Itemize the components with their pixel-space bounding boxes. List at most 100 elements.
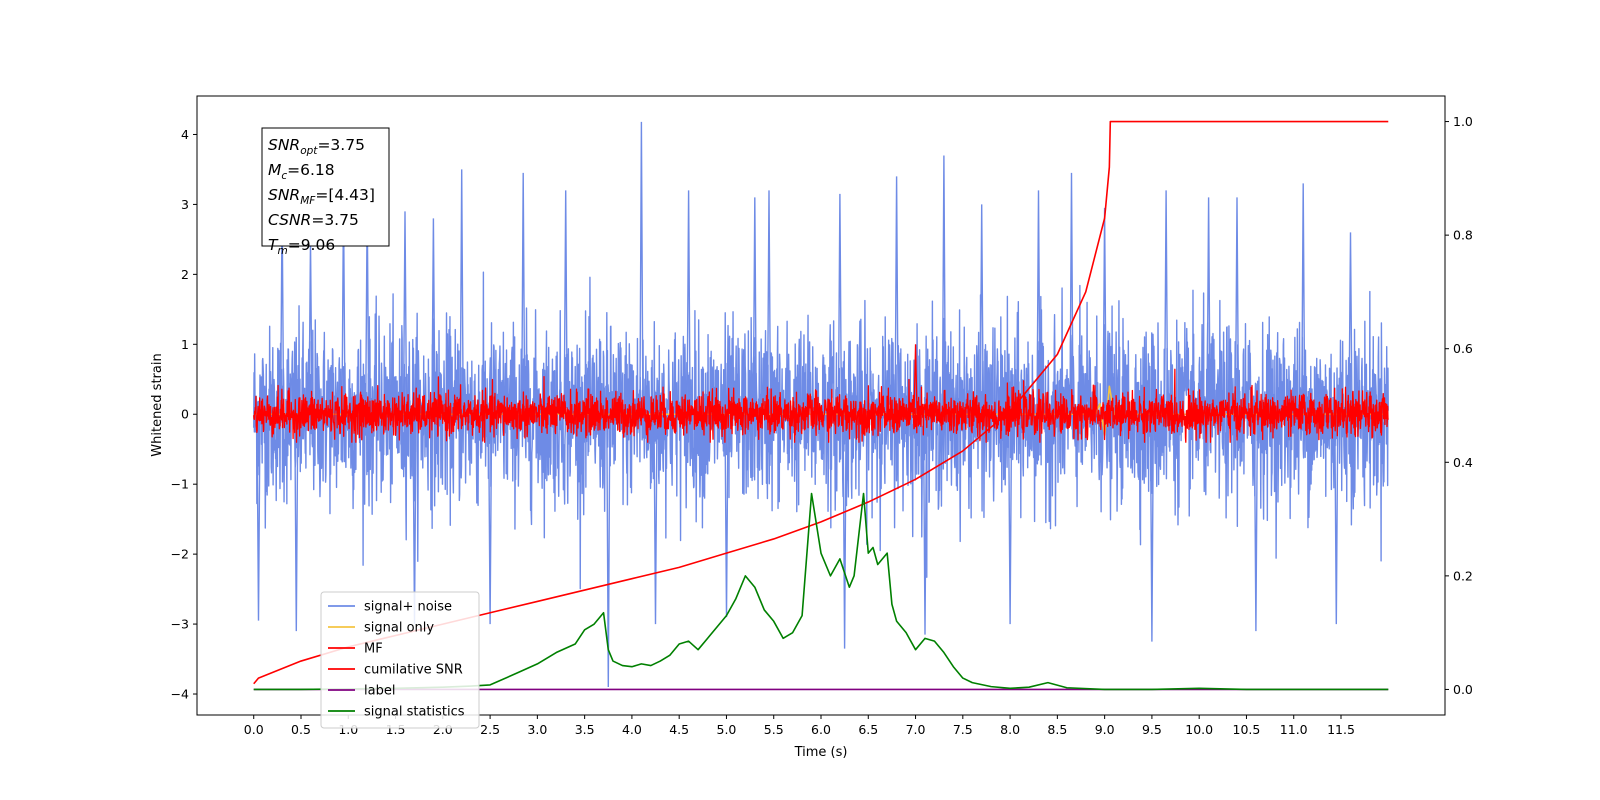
annotation-value: =3.75 bbox=[311, 211, 359, 229]
series-signal-noise-spike bbox=[1206, 197, 1211, 415]
legend-label-signal-only: signal only bbox=[364, 621, 434, 636]
series-signal-noise-spike bbox=[1163, 190, 1169, 415]
annotation-symbol: SNR bbox=[268, 186, 300, 204]
y-tick-label-left: 4 bbox=[181, 127, 189, 142]
x-tick-label: 10.0 bbox=[1185, 722, 1213, 737]
annotation-frame bbox=[261, 127, 390, 247]
legend-label-label: label bbox=[364, 684, 395, 699]
series-signal-noise-spike bbox=[752, 197, 757, 415]
x-tick-label: 0.0 bbox=[244, 722, 264, 737]
annotation-line: SNRopt=3.75 bbox=[268, 136, 365, 157]
x-tick-label: 3.0 bbox=[527, 722, 547, 737]
y-tick-label-left: 3 bbox=[181, 197, 189, 212]
x-tick-label: 3.5 bbox=[575, 722, 595, 737]
series-signal-noise-spike bbox=[1301, 183, 1306, 415]
annotation-subscript: m bbox=[277, 245, 287, 257]
series-signal-noise-spike bbox=[487, 414, 493, 625]
series-signal-noise-spike bbox=[1234, 197, 1240, 415]
x-tick-label: 6.0 bbox=[811, 722, 831, 737]
y-tick-label-right: 0.8 bbox=[1453, 228, 1473, 243]
series-signal-noise-spike bbox=[842, 414, 847, 649]
annotation-value: =3.75 bbox=[317, 136, 365, 154]
series-signal-noise-spike bbox=[1334, 414, 1339, 625]
y-tick-label-left: −1 bbox=[171, 477, 189, 492]
series-signal-noise-spike bbox=[837, 193, 843, 415]
x-tick-label: 4.5 bbox=[669, 722, 689, 737]
series-signal-noise-spike bbox=[686, 190, 691, 415]
y-tick-label-right: 1.0 bbox=[1453, 114, 1473, 129]
series-signal-noise-spike bbox=[521, 172, 526, 415]
y-tick-label-right: 0.4 bbox=[1453, 455, 1473, 470]
x-tick-label: 7.5 bbox=[953, 722, 973, 737]
y-tick-label-left: −4 bbox=[171, 687, 189, 702]
legend-label-mf: MF bbox=[364, 642, 383, 657]
series-signal-noise-spike bbox=[256, 414, 261, 621]
series-signal-noise-spike bbox=[1253, 414, 1259, 632]
series-signal-noise-spike bbox=[563, 190, 568, 415]
x-tick-label: 2.5 bbox=[480, 722, 500, 737]
x-tick-label: 9.5 bbox=[1142, 722, 1162, 737]
series-mf-spike bbox=[913, 344, 918, 415]
x-tick-label: 5.0 bbox=[717, 722, 737, 737]
annotation-value: =6.18 bbox=[287, 161, 335, 179]
y-tick-label-left: −3 bbox=[171, 617, 189, 632]
annotation-line: CSNR=3.75 bbox=[268, 211, 359, 229]
series-signal-noise-spike bbox=[922, 414, 928, 635]
annotation-value: =[4.43] bbox=[315, 186, 375, 204]
legend: signal+ noise signal only MF cumilative SNR… bbox=[320, 591, 480, 729]
x-tick-label: 5.5 bbox=[764, 722, 784, 737]
annotation-symbol: T bbox=[268, 236, 279, 254]
y-tick-label-left: 1 bbox=[181, 337, 189, 352]
series-signal-noise-spike bbox=[1007, 414, 1013, 625]
series-signal-noise-spike bbox=[724, 414, 729, 618]
legend-label-signal-noise: signal+ noise bbox=[364, 600, 452, 615]
series-mf bbox=[253, 368, 1389, 443]
y-tick-label-right: 0.0 bbox=[1453, 682, 1473, 697]
x-tick-label: 8.5 bbox=[1047, 722, 1067, 737]
series-signal-noise-spike bbox=[431, 218, 436, 415]
annotation-symbol: M bbox=[268, 161, 281, 179]
annotation-subscript: c bbox=[281, 170, 287, 182]
series-signal-noise-spike bbox=[1149, 414, 1155, 642]
y-tick-label-right: 0.2 bbox=[1453, 568, 1473, 583]
series-signal-noise-spike bbox=[941, 155, 947, 415]
series-signal-statistics bbox=[253, 492, 1389, 691]
annotation-box: SNRopt=3.75Mc=6.18SNRMF=[4.43]CSNR=3.75T… bbox=[261, 127, 390, 257]
y-tick-label-left: 0 bbox=[181, 407, 189, 422]
annotation-symbol: SNR bbox=[268, 136, 300, 154]
series-signal-noise-spike bbox=[459, 169, 464, 415]
x-tick-label: 7.0 bbox=[906, 722, 926, 737]
x-tick-label: 8.0 bbox=[1000, 722, 1020, 737]
y-tick-label-right: 0.6 bbox=[1453, 341, 1473, 356]
series-signal-noise-spike bbox=[766, 190, 772, 415]
series-signal-noise-spike bbox=[653, 414, 658, 625]
series-signal-noise-spike bbox=[1102, 207, 1107, 415]
annotation-line: Mc=6.18 bbox=[268, 161, 335, 182]
x-tick-label: 10.5 bbox=[1233, 722, 1261, 737]
annotation-subscript: opt bbox=[300, 145, 318, 157]
series-signal-noise-spike bbox=[979, 204, 984, 415]
x-tick-label: 4.0 bbox=[622, 722, 642, 737]
series-signal-noise-spike bbox=[294, 414, 299, 632]
series-signal-noise-spike bbox=[606, 414, 611, 688]
annotation-symbol: CSNR bbox=[268, 211, 311, 229]
x-tick-label: 0.5 bbox=[291, 722, 311, 737]
legend-label-cumilative-snr: cumilative SNR bbox=[364, 663, 463, 678]
series-signal-noise-spike bbox=[402, 211, 408, 415]
legend-label-signal-statistics: signal statistics bbox=[364, 705, 465, 720]
legend-frame bbox=[320, 591, 480, 729]
annotation-line: Tm=9.06 bbox=[268, 236, 335, 257]
series-signal-noise-spike bbox=[639, 121, 644, 415]
series-signal-noise-spike bbox=[1036, 190, 1041, 415]
y-axis-label-left: Whitened strain bbox=[150, 353, 165, 456]
x-tick-label: 11.5 bbox=[1327, 722, 1355, 737]
x-axis-label: Time (s) bbox=[794, 745, 848, 760]
y-tick-label-left: 2 bbox=[181, 267, 189, 282]
x-tick-label: 6.5 bbox=[858, 722, 878, 737]
annotation-line: SNRMF=[4.43] bbox=[268, 186, 375, 207]
annotation-subscript: MF bbox=[300, 195, 316, 207]
series-signal-noise-spike bbox=[894, 176, 899, 415]
annotation-value: =9.06 bbox=[288, 236, 336, 254]
series-signal-noise-spike bbox=[1069, 172, 1074, 415]
